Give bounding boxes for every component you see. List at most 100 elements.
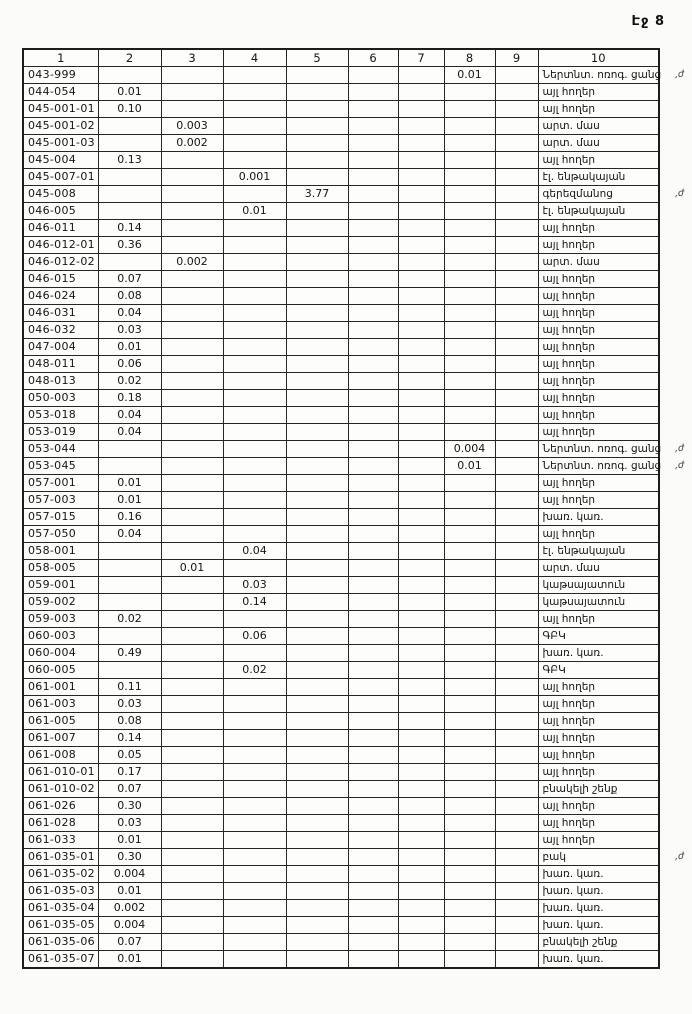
area-value-cell xyxy=(160,576,224,594)
area-value-cell xyxy=(347,831,399,849)
land-use-label: այլ հողեր xyxy=(542,426,596,438)
area-value-cell xyxy=(285,457,349,475)
area-value-cell xyxy=(443,780,496,798)
area-value-cell xyxy=(160,712,224,730)
area-value-cell xyxy=(285,746,349,764)
land-use-label-cell: այլ հողեր xyxy=(537,304,660,322)
area-value-cell xyxy=(443,916,496,934)
area-value-cell xyxy=(494,848,539,866)
table-row: 043-999 0.01 Ներտնտ. ոռոգ. ցանց ,ժ xyxy=(22,66,684,84)
area-value-cell xyxy=(160,780,224,798)
area-value-cell xyxy=(160,508,224,526)
area-value-cell xyxy=(222,610,287,628)
parcel-code-cell: 061-010-01 xyxy=(22,763,99,781)
area-value-cell xyxy=(160,219,224,237)
area-value-cell xyxy=(397,950,445,969)
area-value-cell xyxy=(397,185,445,203)
area-value-cell xyxy=(160,168,224,186)
table-row: 048-013 0.02 այլ հողեր xyxy=(22,372,660,390)
area-value-cell xyxy=(222,831,287,849)
table-row: 059-002 0.14 կաթսայատուն xyxy=(22,593,660,611)
land-use-label: խառ. կառ. xyxy=(542,902,604,914)
table-row: 045-001-02 0.003 արտ. մաս xyxy=(22,117,660,135)
column-header-cell: 4 xyxy=(222,48,287,67)
land-use-label-cell: այլ հողեր xyxy=(537,746,660,764)
handwritten-margin-note: ,ժ xyxy=(674,850,685,863)
area-value-cell xyxy=(443,355,496,373)
area-value-cell: 0.03 xyxy=(97,814,162,832)
area-value-cell xyxy=(347,287,399,305)
area-value-cell xyxy=(222,933,287,951)
parcel-code-cell: 053-044 xyxy=(22,440,99,458)
table-row: 061-010-02 0.07 բնակելի շենք xyxy=(22,780,660,798)
parcel-code-cell: 050-003 xyxy=(22,389,99,407)
land-use-label-cell: այլ հողեր xyxy=(537,270,660,288)
table-row: 061-005 0.08 այլ հողեր xyxy=(22,712,660,730)
land-use-label: արտ. մաս xyxy=(542,120,600,132)
area-value-cell xyxy=(397,304,445,322)
area-value-cell xyxy=(347,389,399,407)
parcel-code-cell: 061-035-01 xyxy=(22,848,99,866)
land-use-label-cell: այլ հողեր xyxy=(537,423,660,441)
land-use-label-cell: այլ հողեր xyxy=(537,729,660,747)
column-header-cell: 3 xyxy=(160,48,224,67)
table-body: 043-999 0.01 Ներտնտ. ոռոգ. ցանց ,ժ 044-054 0.… xyxy=(22,66,684,969)
area-value-cell xyxy=(494,729,539,747)
land-use-label: էլ. ենթակայան xyxy=(542,545,626,557)
area-value-cell: 0.13 xyxy=(97,151,162,169)
column-header-cell: 2 xyxy=(97,48,162,67)
land-use-label-cell: այլ հողեր xyxy=(537,287,660,305)
land-use-label: արտ. մաս xyxy=(542,137,600,149)
land-use-label: Ներտնտ. ոռոգ. ցանց xyxy=(542,460,662,472)
land-use-label-cell: արտ. մաս xyxy=(537,134,660,152)
area-value-cell xyxy=(285,610,349,628)
area-value-cell xyxy=(160,100,224,118)
area-value-cell xyxy=(222,355,287,373)
area-value-cell xyxy=(397,763,445,781)
area-value-cell xyxy=(160,695,224,713)
area-value-cell xyxy=(347,933,399,951)
area-value-cell: 0.07 xyxy=(97,933,162,951)
land-use-label: այլ հողեր xyxy=(542,715,596,727)
area-value-cell: 0.03 xyxy=(97,695,162,713)
area-value-cell xyxy=(397,372,445,390)
area-value-cell xyxy=(397,729,445,747)
parcel-code-cell: 058-005 xyxy=(22,559,99,577)
area-value-cell xyxy=(397,202,445,220)
area-value-cell xyxy=(160,831,224,849)
area-value-cell xyxy=(222,729,287,747)
area-value-cell xyxy=(160,899,224,917)
area-value-cell xyxy=(494,831,539,849)
area-value-cell xyxy=(494,508,539,526)
land-use-label: այլ հողեր xyxy=(542,239,596,251)
table-row: 061-035-03 0.01 խառ. կառ. xyxy=(22,882,660,900)
area-value-cell xyxy=(397,746,445,764)
land-use-label-cell: այլ հողեր xyxy=(537,321,660,339)
area-value-cell xyxy=(160,338,224,356)
area-value-cell xyxy=(347,100,399,118)
area-value-cell xyxy=(285,168,349,186)
area-value-cell xyxy=(285,576,349,594)
area-value-cell: 0.16 xyxy=(97,508,162,526)
land-use-label-cell: կաթսայատուն xyxy=(537,593,660,611)
area-value-cell xyxy=(397,933,445,951)
area-value-cell xyxy=(443,508,496,526)
area-value-cell xyxy=(285,253,349,271)
parcel-code-cell: 060-004 xyxy=(22,644,99,662)
land-use-label: այլ հողեր xyxy=(542,409,596,421)
area-value-cell xyxy=(494,134,539,152)
area-value-cell xyxy=(494,525,539,543)
area-value-cell xyxy=(347,457,399,475)
area-value-cell xyxy=(494,695,539,713)
area-value-cell xyxy=(285,814,349,832)
column-header-cell: 6 xyxy=(347,48,399,67)
area-value-cell xyxy=(222,457,287,475)
area-value-cell xyxy=(347,151,399,169)
parcel-code-cell: 061-035-06 xyxy=(22,933,99,951)
area-value-cell xyxy=(494,933,539,951)
table-row: 060-005 0.02 ԳԲԿ xyxy=(22,661,660,679)
parcel-code-cell: 046-024 xyxy=(22,287,99,305)
land-use-label-cell: այլ հողեր xyxy=(537,491,660,509)
table-row: 061-001 0.11 այլ հողեր xyxy=(22,678,660,696)
area-value-cell xyxy=(285,236,349,254)
